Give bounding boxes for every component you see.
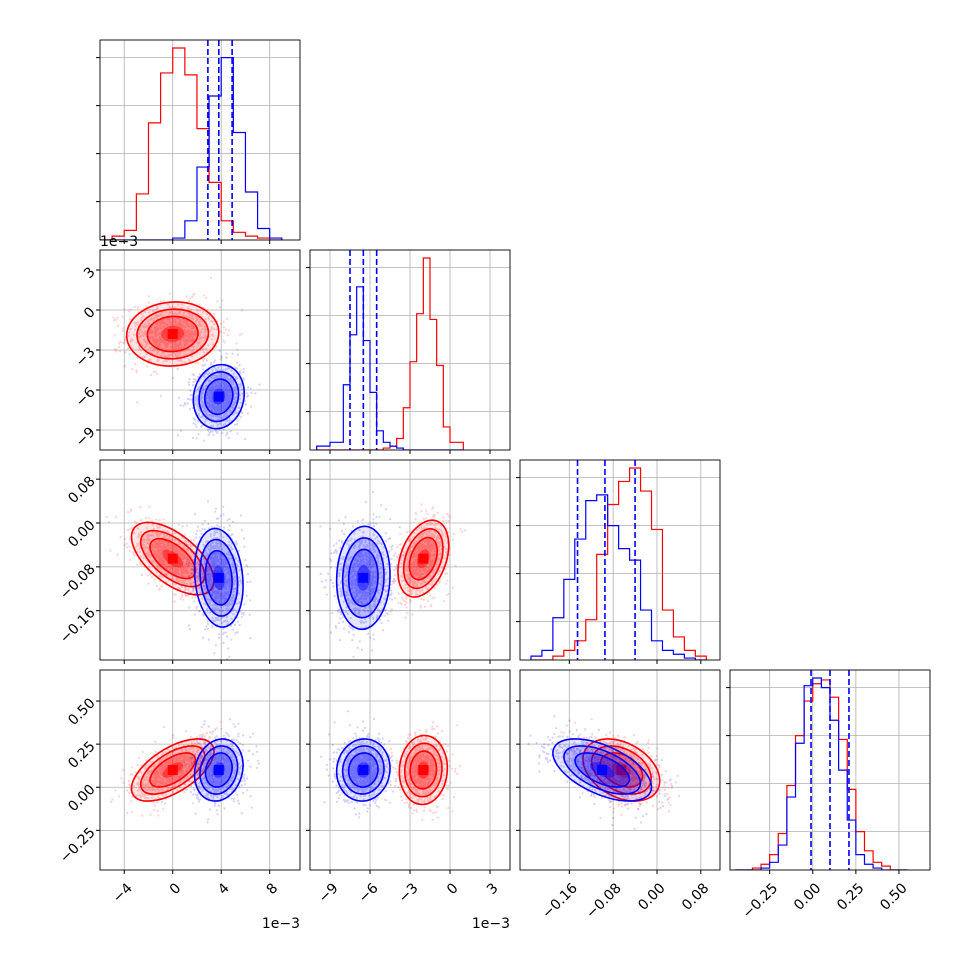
histogram-red [100,48,282,240]
panel-area [310,250,510,450]
y-tick-label: −0.08 [57,561,99,603]
panel-r3-c1: −9 −6 −3 0 3 [306,670,510,906]
panel-r2-c0: −0.16−0.08 0.00 0.08 [57,460,300,667]
histogram-blue [100,58,282,240]
x-tick-label: 3 [484,880,502,898]
density-peak [418,765,428,775]
x-tick-label: −3 [396,880,422,906]
corner-plot: −0.25 0.00 0.25 0.50 −9 −6 −3 0 3 −0.16 −0.08 0.00 0… [0,0,970,970]
density-peak [597,765,607,775]
x-tick-label: −6 [356,880,382,906]
panel-r2-c1 [306,460,510,670]
histogram-blue [317,287,464,450]
density-peak [168,329,178,339]
x-tick-label: 0.00 [635,880,668,913]
y-tick-label: 0.00 [65,782,98,815]
panel-r3-c2: −0.16 −0.08 0.00 0.08 [516,670,720,922]
y-tick-label: −6 [73,384,99,410]
y-tick-label: 3 [81,264,99,282]
x-tick-label: −0.08 [583,880,625,922]
panel-r1-c0: −9 −6 −3 0 3 [73,250,300,454]
x-tick-label: 8 [264,880,282,898]
panel-area [80,250,300,450]
offset-label-col0: 1e−3 [262,916,300,932]
x-tick-label: 4 [215,880,233,898]
y-tick-label: −3 [73,344,99,370]
histogram-red [531,468,706,660]
panel-area [100,460,300,667]
x-tick-label: 0 [167,880,185,898]
panel-r3-c0: −4 0 4 8 −0.25 0.00 0.25 0.50 [57,670,300,906]
density-peak [168,554,178,564]
panel-border [520,460,720,660]
panel-area [520,670,720,870]
x-tick-label: 0.25 [834,880,867,913]
x-tick-label: 0.00 [791,880,824,913]
panel-area [310,460,510,670]
x-tick-label: −9 [316,880,342,906]
panel-r2-c2 [516,460,720,664]
density-peak [358,573,368,583]
y-tick-label: −9 [73,424,99,450]
x-tick-label: −0.25 [740,880,782,922]
panel-area [520,460,720,660]
y-tick-label: 0 [81,304,99,322]
panel-r1-c1 [306,250,510,454]
panel-r3-c3: −0.25 0.00 0.25 0.50 [726,670,930,922]
x-tick-label: −4 [110,880,136,906]
y-tick-label: 0.50 [65,695,98,728]
histogram-blue [735,678,907,870]
y-tick-label: −0.25 [57,825,99,867]
x-tick-label: 0.08 [679,880,712,913]
y-tick-label: −0.16 [57,605,99,647]
offset-label-row1: 1e−3 [100,234,138,250]
y-tick-label: 0.00 [65,517,98,550]
density-peak [168,765,178,775]
histogram-red [317,258,464,450]
panel-area [100,40,300,240]
density-peak [214,392,224,402]
panel-area [100,670,300,870]
offset-label-col1: 1e−3 [472,916,510,932]
histogram-red [735,680,907,870]
y-tick-label: 0.25 [65,738,98,771]
histogram-blue [531,495,706,660]
density-peak [214,573,224,583]
density-peak [358,765,368,775]
panel-area [310,670,510,870]
panel-r0-c0 [96,40,300,244]
x-tick-label: 0.50 [877,880,910,913]
panel-area [730,670,930,870]
density-peak [214,765,224,775]
x-tick-label: 0 [444,880,462,898]
x-tick-label: −0.16 [539,880,581,922]
density-peak [418,554,428,564]
y-tick-label: 0.08 [65,474,98,507]
corner-plot-svg: −0.25 0.00 0.25 0.50−9−6−303−0.16−0.080.000… [0,0,970,970]
